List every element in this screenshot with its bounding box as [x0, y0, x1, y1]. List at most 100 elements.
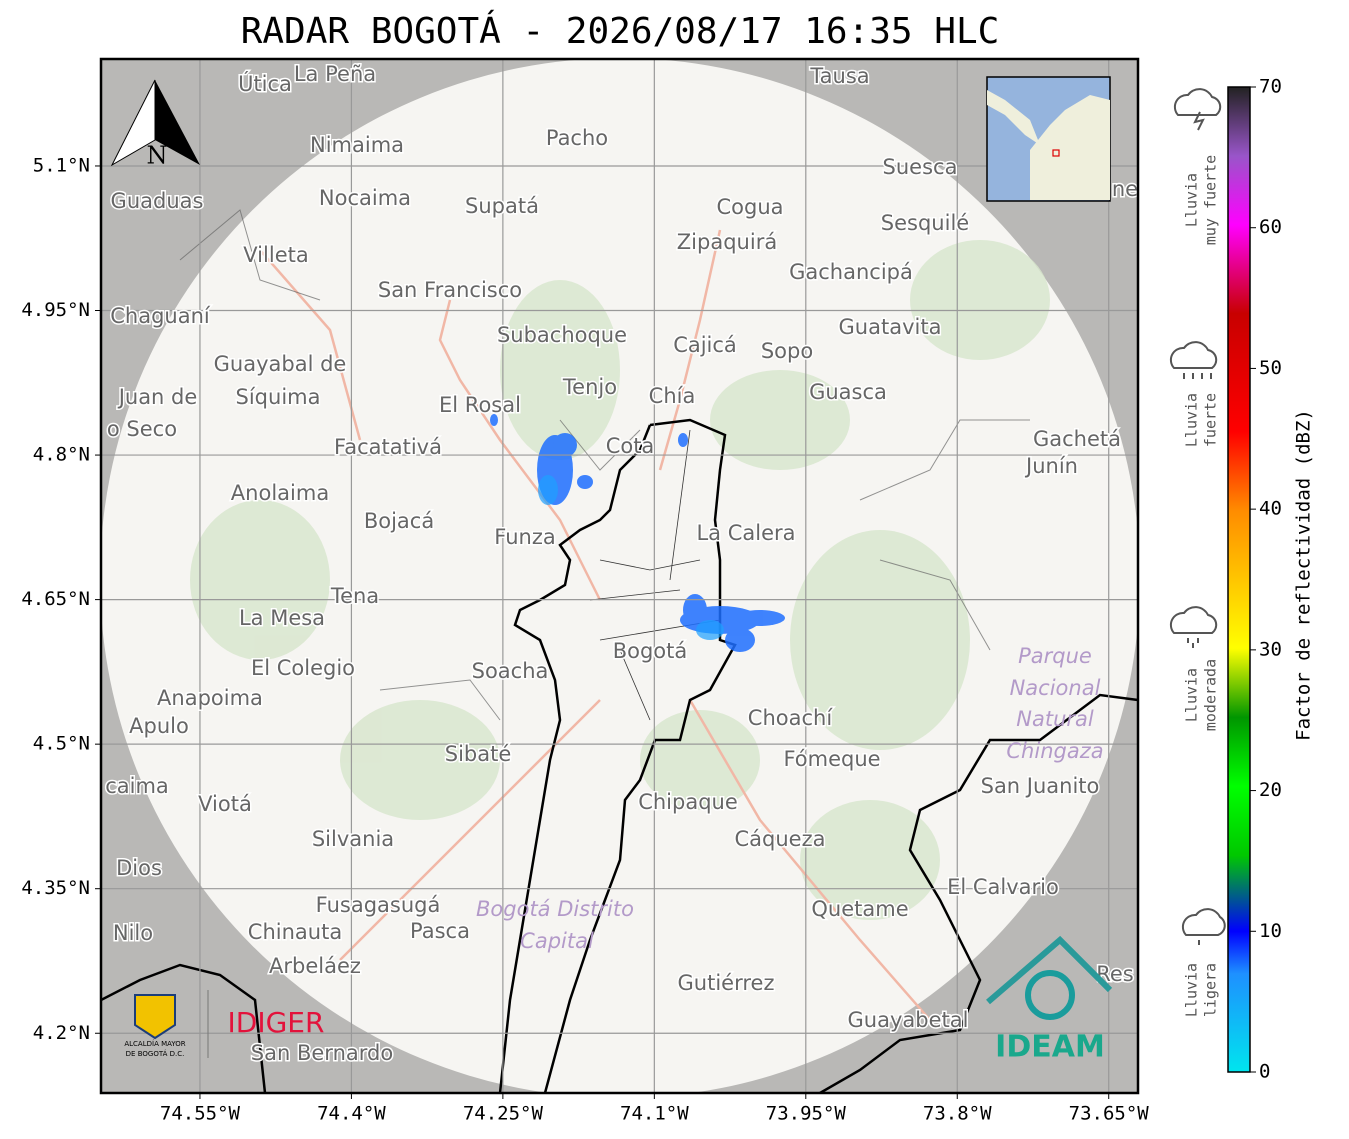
place-label: Soacha	[472, 659, 549, 683]
place-label: Nocaima	[319, 186, 411, 210]
rain-icons	[1169, 88, 1226, 945]
place-label: Apulo	[129, 714, 189, 738]
rain-class-label: Lluvia	[1183, 173, 1201, 227]
place-label: Gachancipá	[789, 260, 913, 284]
place-label: Viotá	[198, 792, 252, 816]
place-label: Guaduas	[111, 189, 204, 213]
place-label: Subachoque	[497, 323, 627, 347]
place-label: San Bernardo	[251, 1041, 393, 1065]
rain-class-label: Lluvia	[1183, 668, 1201, 722]
place-label: La Peña	[294, 62, 376, 86]
place-label: Arbeláez	[269, 954, 361, 978]
colorbar-tick-label: 30	[1259, 638, 1282, 660]
place-label: Nimaima	[310, 133, 404, 157]
place-label: Bojacá	[364, 509, 434, 533]
place-label: Pasca	[410, 919, 470, 943]
park-label: Chingaza	[1006, 739, 1103, 763]
rain-class-label: Lluvia	[1183, 393, 1201, 447]
map-frame	[99, 57, 1140, 1095]
colorbar-label: Factor de reflectividad (dBZ)	[1293, 409, 1315, 741]
place-labels: Útica La Peña Tausa Pacho Nimaima Guaduas Noca…	[104, 61, 1138, 1067]
place-label: Sopo	[761, 339, 813, 363]
colorbar-tick-label: 60	[1259, 216, 1282, 238]
place-label: Chaguaní	[110, 304, 211, 328]
alcaldia-text: ALCALDÍA MAYOR	[124, 1039, 185, 1048]
title: RADAR BOGOTÁ - 2026/08/17 16:35 HLC	[241, 10, 1000, 52]
colorbar-tick-label: 0	[1259, 1061, 1270, 1083]
colorbar-tick-label: 50	[1259, 357, 1282, 379]
y-tick-label: 4.35°N	[21, 877, 90, 899]
place-label: Síquima	[236, 385, 321, 409]
alcaldia-text: DE BOGOTÁ D.C.	[126, 1049, 185, 1058]
ideam-logo: IDEAM	[995, 1030, 1105, 1065]
lat-grid	[101, 59, 1138, 1093]
place-label: Fusagasugá	[316, 893, 441, 917]
y-tick-label: 4.5°N	[33, 733, 90, 755]
place-label: Juan de	[117, 385, 198, 409]
place-label: Villeta	[243, 243, 308, 267]
place-label: Nilo	[113, 921, 153, 945]
park-label: Nacional	[1010, 676, 1101, 700]
park-label: Bogotá Distrito	[476, 897, 634, 921]
rain-class-label: ligera	[1202, 963, 1220, 1017]
x-tick-label: 74.25°W	[463, 1103, 544, 1125]
place-label: Silvania	[312, 827, 394, 851]
place-label: Cogua	[716, 195, 783, 219]
place-label: Tausa	[809, 64, 869, 88]
place-label: Quetame	[811, 897, 908, 921]
place-label: Choachí	[748, 706, 834, 730]
place-label: Guayabetal	[848, 1008, 969, 1032]
place-label: Tenjo	[562, 375, 617, 399]
place-label: El Calvario	[947, 875, 1059, 899]
place-label: Supatá	[465, 194, 539, 218]
rain-class-label: Lluvia	[1183, 963, 1201, 1017]
x-tick-label: 74.1°W	[620, 1103, 689, 1125]
inset-map	[986, 76, 1111, 202]
place-label: Bogotá	[613, 639, 688, 663]
colorbar-tick-label: 10	[1259, 920, 1282, 942]
y-tick-label: 4.8°N	[33, 444, 90, 466]
place-label: La Mesa	[239, 606, 325, 630]
place-label: ne	[1112, 177, 1138, 201]
place-label: Junín	[1024, 454, 1078, 478]
idiger-logo: IDIGER	[228, 1006, 325, 1039]
place-label: caima	[105, 774, 169, 798]
place-label: Gutiérrez	[678, 971, 775, 995]
place-label: Facatativá	[334, 435, 442, 459]
rain-class-label: fuerte	[1202, 393, 1220, 447]
x-tick-label: 73.95°W	[766, 1103, 847, 1125]
y-tick-label: 4.2°N	[33, 1022, 90, 1044]
place-label: Pacho	[546, 126, 608, 150]
rain-class-label: moderada	[1202, 659, 1220, 731]
place-label: Guasca	[809, 380, 887, 404]
colorbar	[1227, 86, 1251, 1073]
place-label: Tena	[330, 584, 379, 608]
y-tick-label: 5.1°N	[33, 154, 90, 176]
y-tick-label: 4.95°N	[21, 299, 90, 321]
x-tick-label: 73.8°W	[923, 1103, 992, 1125]
place-label: Sesquilé	[881, 211, 969, 235]
logos: ALCALDÍA MAYOR DE BOGOTÁ D.C. IDIGER IDE…	[124, 935, 1113, 1065]
place-label: Fómeque	[783, 747, 880, 771]
place-label: Cajicá	[673, 333, 737, 357]
x-tick-label: 74.4°W	[317, 1103, 386, 1125]
place-label: Útica	[238, 71, 292, 96]
place-label: Guayabal de	[214, 352, 347, 376]
place-label: Dios	[116, 856, 162, 880]
place-label: Chía	[649, 384, 696, 408]
colorbar-tick-label: 20	[1259, 779, 1282, 801]
place-label: Funza	[494, 525, 555, 549]
place-label: o Seco	[107, 417, 177, 441]
place-label: Chinauta	[248, 920, 342, 944]
place-label: El Colegio	[251, 656, 355, 680]
place-label: Anolaima	[231, 481, 329, 505]
place-label: Guatavita	[839, 315, 942, 339]
map: Útica La Peña Tausa Pacho Nimaima Guaduas Noca…	[101, 59, 1138, 1093]
north-label: N	[147, 142, 168, 170]
place-label: Anapoima	[157, 686, 263, 710]
place-label: Sibaté	[445, 742, 512, 766]
park-label: Parque	[1018, 644, 1092, 668]
place-label: San Juanito	[981, 774, 1100, 798]
colorbar-tick-label: 70	[1259, 76, 1282, 98]
